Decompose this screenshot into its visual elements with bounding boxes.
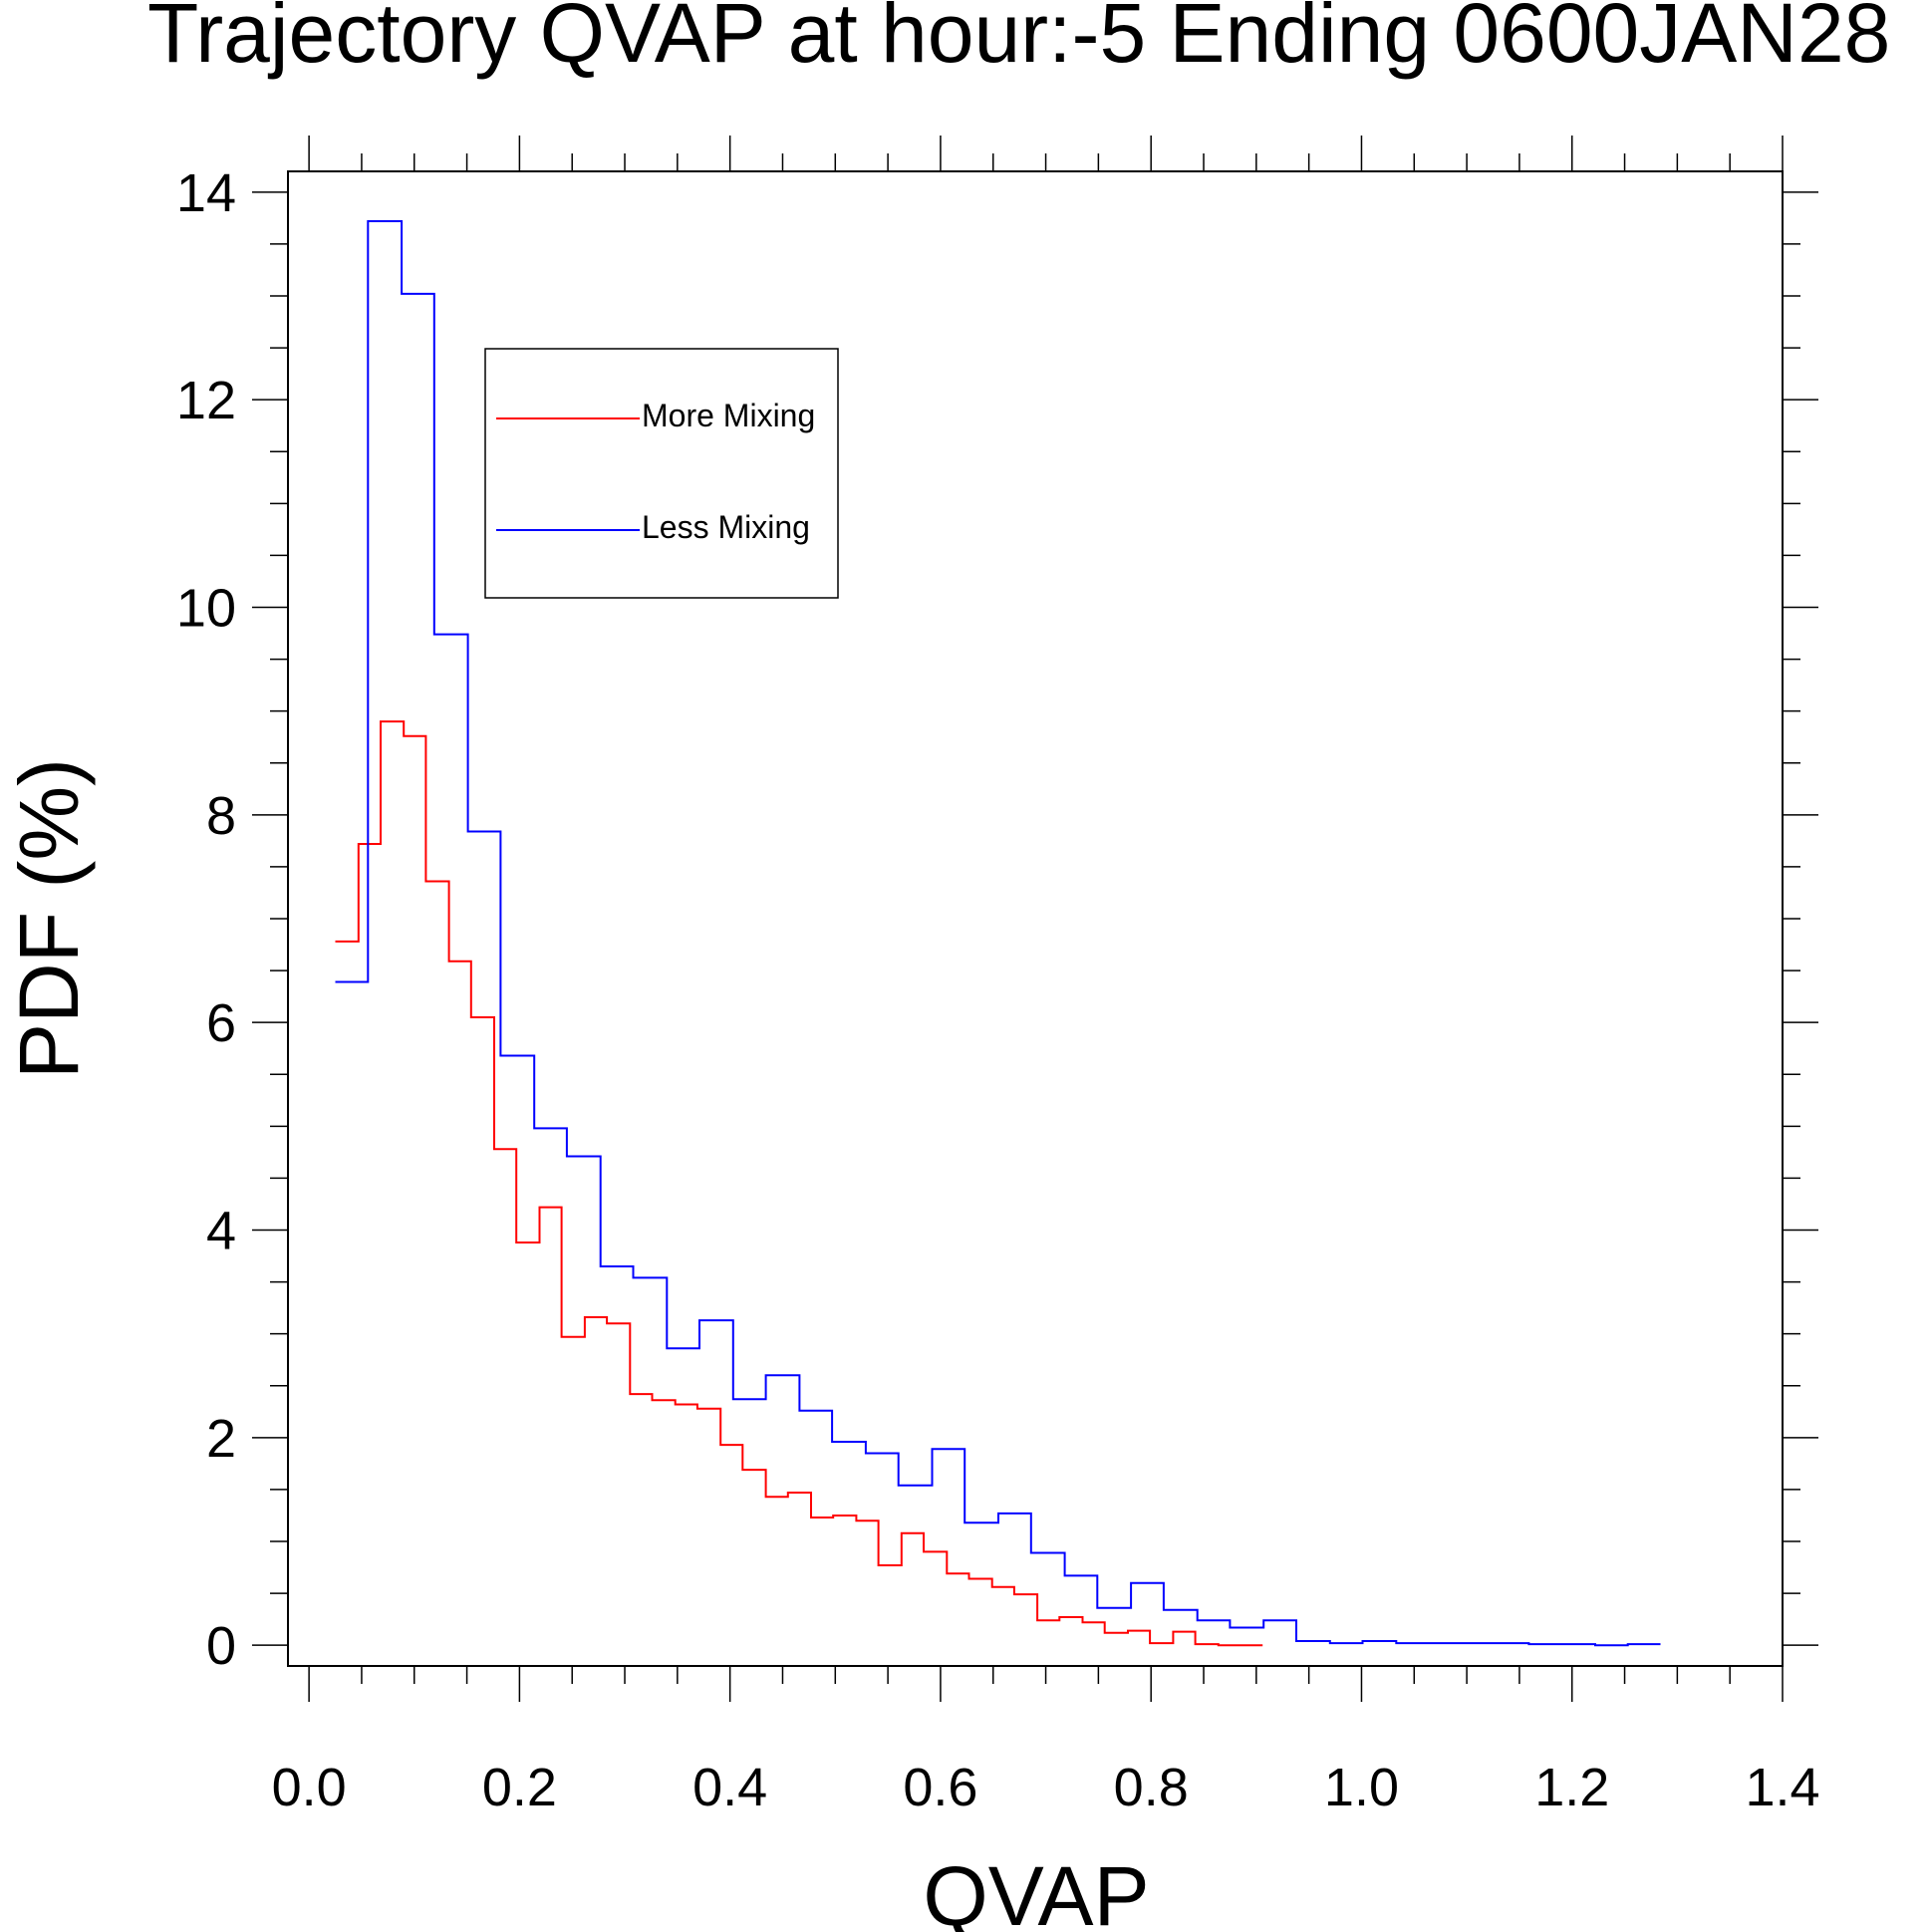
- x-tick-label: 0.6: [903, 1758, 977, 1817]
- legend: More Mixing Less Mixing: [484, 348, 839, 599]
- y-tick-label: 0: [206, 1616, 236, 1676]
- y-tick-label: 10: [176, 579, 236, 639]
- x-tick-label: 1.0: [1324, 1758, 1399, 1817]
- x-tick-label: 0.8: [1114, 1758, 1189, 1817]
- series-line: [335, 720, 1263, 1647]
- legend-label-more-mixing: More Mixing: [642, 398, 815, 433]
- x-tick-label: 1.4: [1745, 1758, 1819, 1817]
- series-group: [335, 220, 1661, 1647]
- x-axis-ticks: 0.0 0.2 0.4 0.6 0.8 1.0 1.2 1.4: [272, 136, 1820, 1817]
- x-tick-label: 0.4: [692, 1758, 767, 1817]
- x-tick-label: 0.0: [272, 1758, 347, 1817]
- y-tick-label: 2: [206, 1409, 236, 1469]
- series-more-mixing: [335, 720, 1263, 1647]
- y-tick-label: 8: [206, 786, 236, 846]
- y-tick-label: 12: [176, 371, 236, 430]
- x-tick-label: 0.2: [482, 1758, 557, 1817]
- series-line: [335, 220, 1661, 1647]
- legend-box: [484, 348, 839, 599]
- x-axis-title: QVAP: [923, 1849, 1149, 1932]
- x-tick-label: 1.2: [1534, 1758, 1609, 1817]
- y-tick-label: 6: [206, 993, 236, 1053]
- y-tick-label: 4: [206, 1202, 236, 1261]
- series-less-mixing: [335, 220, 1661, 1647]
- legend-label-less-mixing: Less Mixing: [642, 509, 810, 545]
- y-axis-ticks: 0 2 4 6 8 10 12 14: [176, 163, 1818, 1676]
- y-axis-title: PDF (%): [2, 758, 96, 1079]
- chart-title: Trajectory QVAP at hour:-5 Ending 0600JA…: [147, 0, 1890, 80]
- y-tick-label: 14: [176, 163, 236, 223]
